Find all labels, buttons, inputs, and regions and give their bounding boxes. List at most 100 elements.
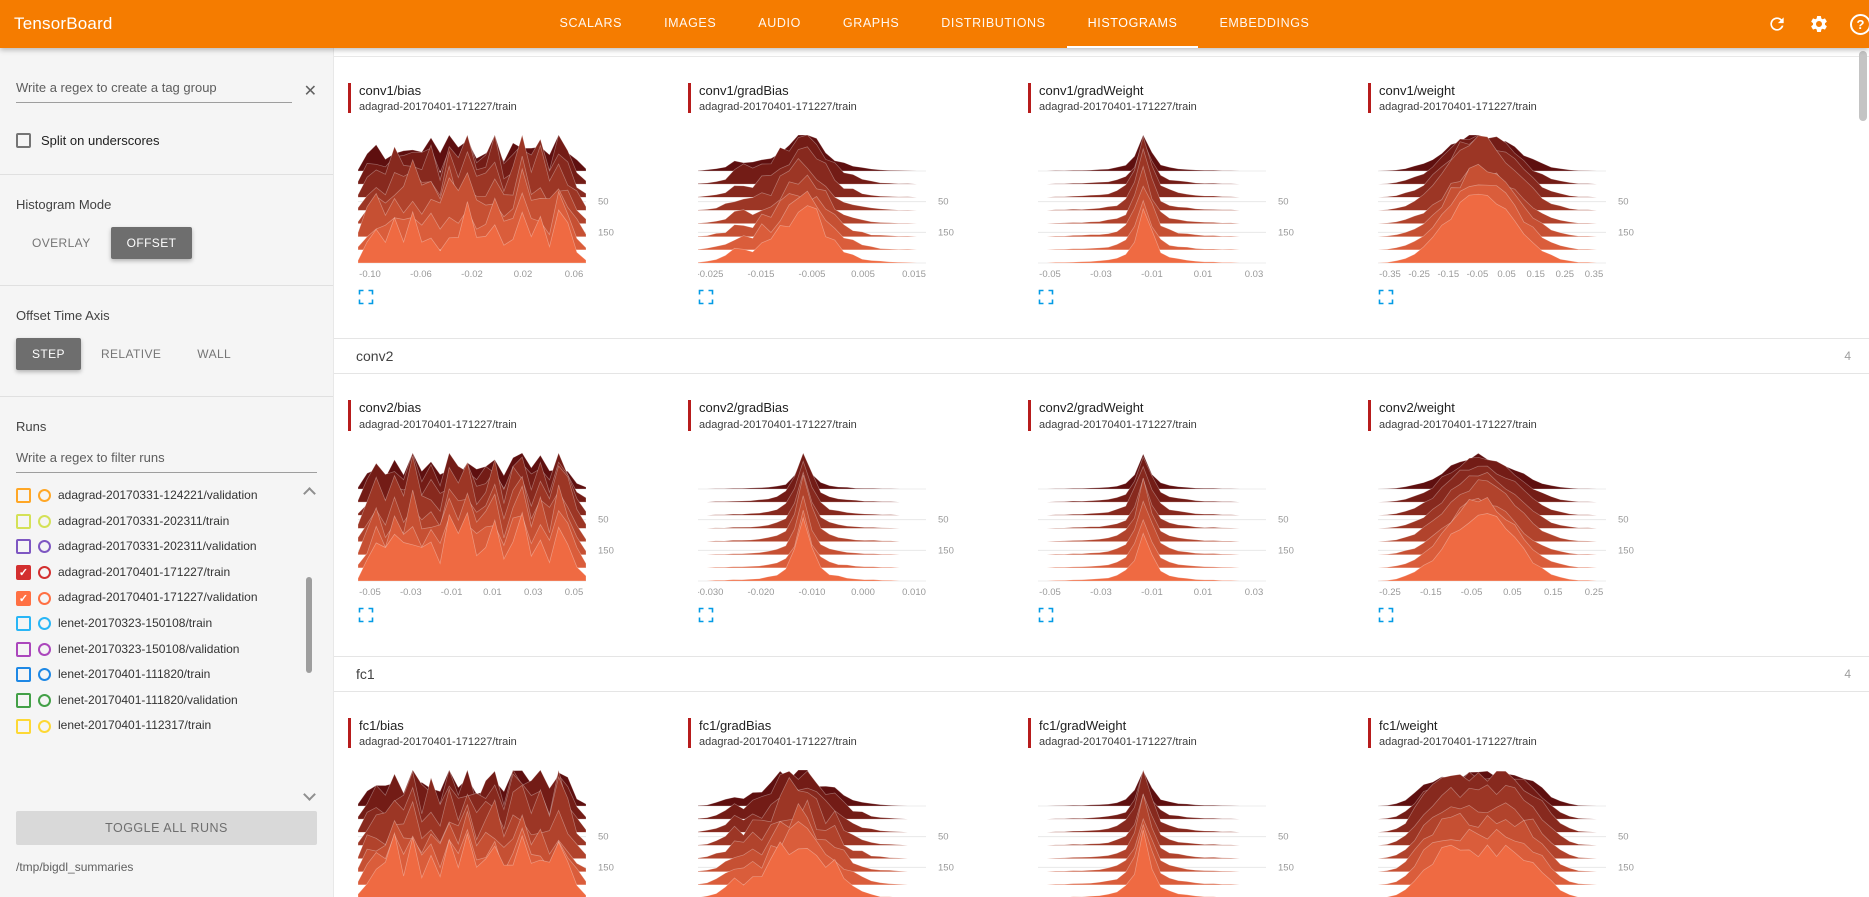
- tab-scalars[interactable]: SCALARS: [559, 16, 623, 30]
- scroll-down-icon[interactable]: [303, 788, 316, 801]
- histogram-chart: 50 150 -0.35 -0.25 -0.15 -0.05 0.05 0.15 0.25 0.3…: [1378, 134, 1634, 280]
- section-card-count: 4: [1844, 666, 1851, 681]
- run-color-circle-icon[interactable]: [38, 514, 51, 528]
- section-header-fc1[interactable]: fc1 4: [334, 655, 1869, 692]
- tab-audio[interactable]: AUDIO: [758, 16, 801, 30]
- svg-text:0.05: 0.05: [1497, 269, 1516, 280]
- card-header: fc1/gradWeight adagrad-20170401-171227/tr…: [1028, 717, 1368, 748]
- expand-card-icon[interactable]: [1378, 607, 1394, 623]
- tag-filter-input[interactable]: [16, 76, 292, 103]
- run-color-bar: [348, 400, 351, 431]
- svg-text:-0.03: -0.03: [400, 587, 422, 598]
- svg-text:150: 150: [1618, 862, 1634, 873]
- tab-distributions[interactable]: DISTRIBUTIONS: [941, 16, 1046, 30]
- run-checkbox-icon[interactable]: [16, 488, 31, 504]
- run-row[interactable]: lenet-20170323-150108/validation: [14, 637, 287, 663]
- svg-text:50: 50: [1278, 831, 1289, 842]
- tab-embeddings[interactable]: EMBEDDINGS: [1219, 16, 1310, 30]
- run-row[interactable]: adagrad-20170331-202311/train: [14, 509, 287, 535]
- checkbox-icon[interactable]: [16, 133, 31, 148]
- run-filter-input[interactable]: [16, 446, 317, 473]
- run-row[interactable]: lenet-20170401-112317/train: [14, 713, 287, 739]
- tab-images[interactable]: IMAGES: [664, 16, 717, 30]
- expand-card-icon[interactable]: [1378, 289, 1394, 305]
- histogram-chart: 50 150 -0.05 -0.03 -0.01 0.01 0.03 0.05: [358, 451, 614, 598]
- run-color-circle-icon[interactable]: [38, 566, 51, 580]
- refresh-icon[interactable]: [1766, 13, 1788, 35]
- svg-text:0.25: 0.25: [1556, 269, 1575, 280]
- expand-card-icon[interactable]: [1038, 289, 1054, 305]
- run-color-circle-icon[interactable]: [38, 617, 51, 631]
- run-checkbox-icon[interactable]: ✓: [16, 590, 31, 606]
- run-color-circle-icon[interactable]: [38, 668, 51, 682]
- run-checkbox-icon[interactable]: [16, 693, 31, 709]
- run-color-circle-icon[interactable]: [38, 694, 51, 708]
- svg-text:-0.01: -0.01: [1141, 269, 1163, 280]
- histogram-sections: conv1/bias adagrad-20170401-171227/train 5…: [334, 57, 1869, 897]
- run-color-circle-icon[interactable]: [38, 489, 51, 503]
- card-title: fc1/bias: [359, 717, 404, 733]
- scrollbar-thumb[interactable]: [306, 577, 312, 673]
- tab-histograms[interactable]: HISTOGRAMS: [1066, 0, 1199, 48]
- histogram-card: fc1/weight adagrad-20170401-171227/train 5…: [1368, 717, 1708, 897]
- run-checkbox-icon[interactable]: [16, 718, 31, 734]
- svg-text:-0.05: -0.05: [1039, 587, 1061, 598]
- main-content: conv1/bias adagrad-20170401-171227/train 5…: [334, 48, 1869, 897]
- card-title: conv1/bias: [359, 83, 422, 98]
- section-header-conv2[interactable]: conv2 4: [334, 338, 1869, 375]
- run-color-circle-icon[interactable]: [38, 719, 51, 733]
- card-run-subtitle: adagrad-20170401-171227/train: [1039, 101, 1197, 114]
- run-checkbox-icon[interactable]: ✓: [16, 565, 31, 581]
- run-checkbox-icon[interactable]: [16, 667, 31, 683]
- scrollbar-thumb[interactable]: [1859, 51, 1867, 121]
- histogram-chart: 50 150 -0.05 -0.03 -0.01 0.01 0.03: [1038, 452, 1294, 598]
- svg-text:0.15: 0.15: [1544, 587, 1563, 598]
- svg-text:-0.015: -0.015: [748, 269, 775, 280]
- histogram-mode-offset-button[interactable]: OFFSET: [110, 227, 193, 259]
- svg-text:150: 150: [598, 545, 614, 556]
- run-color-bar: [688, 400, 691, 431]
- run-color-bar: [1028, 83, 1031, 114]
- run-color-circle-icon[interactable]: [38, 540, 51, 554]
- histogram-mode-overlay-button[interactable]: OVERLAY: [32, 236, 91, 250]
- run-row[interactable]: ✓ adagrad-20170401-171227/validation: [14, 585, 287, 611]
- split-underscores-checkbox[interactable]: Split on underscores: [16, 133, 317, 148]
- run-color-circle-icon[interactable]: [38, 591, 51, 605]
- help-icon[interactable]: ?: [1850, 13, 1869, 35]
- run-label: adagrad-20170331-124221/validation: [58, 488, 258, 502]
- run-color-circle-icon[interactable]: [38, 642, 51, 656]
- run-checkbox-icon[interactable]: [16, 616, 31, 632]
- run-row[interactable]: lenet-20170401-111820/validation: [14, 688, 287, 714]
- expand-card-icon[interactable]: [358, 607, 374, 623]
- scroll-up-icon[interactable]: [303, 487, 316, 500]
- toggle-all-runs-button[interactable]: TOGGLE ALL RUNS: [16, 811, 317, 845]
- card-header: conv2/gradBias adagrad-20170401-171227/tr…: [688, 400, 1028, 431]
- expand-card-icon[interactable]: [358, 289, 374, 305]
- run-checkbox-icon[interactable]: [16, 641, 31, 657]
- close-icon[interactable]: ✕: [303, 83, 317, 100]
- time-axis-wall-button[interactable]: WALL: [197, 347, 232, 361]
- histogram-card: conv1/gradBias adagrad-20170401-171227/tr…: [688, 83, 1028, 310]
- time-axis-relative-button[interactable]: RELATIVE: [100, 347, 162, 361]
- run-checkbox-icon[interactable]: [16, 539, 31, 555]
- run-row[interactable]: lenet-20170323-150108/train: [14, 611, 287, 637]
- expand-card-icon[interactable]: [1038, 607, 1054, 623]
- card-header: conv1/gradBias adagrad-20170401-171227/tr…: [688, 83, 1028, 114]
- card-header: conv1/weight adagrad-20170401-171227/trai…: [1368, 83, 1708, 114]
- expand-card-icon[interactable]: [698, 289, 714, 305]
- tab-graphs[interactable]: GRAPHS: [842, 16, 900, 30]
- run-row[interactable]: lenet-20170401-111820/train: [14, 662, 287, 688]
- run-row[interactable]: adagrad-20170331-202311/validation: [14, 534, 287, 560]
- settings-gear-icon[interactable]: [1808, 13, 1830, 35]
- run-color-bar: [1028, 717, 1031, 748]
- run-checkbox-icon[interactable]: [16, 513, 31, 529]
- expand-card-icon[interactable]: [698, 607, 714, 623]
- run-row[interactable]: ✓ adagrad-20170401-171227/train: [14, 560, 287, 586]
- toolbar-icons: ?: [1766, 13, 1869, 35]
- time-axis-step-button[interactable]: STEP: [16, 338, 81, 370]
- run-row[interactable]: adagrad-20170331-124221/validation: [14, 483, 287, 509]
- svg-text:-0.03: -0.03: [1090, 269, 1112, 280]
- divider: [0, 396, 333, 397]
- svg-text:-0.06: -0.06: [410, 269, 432, 280]
